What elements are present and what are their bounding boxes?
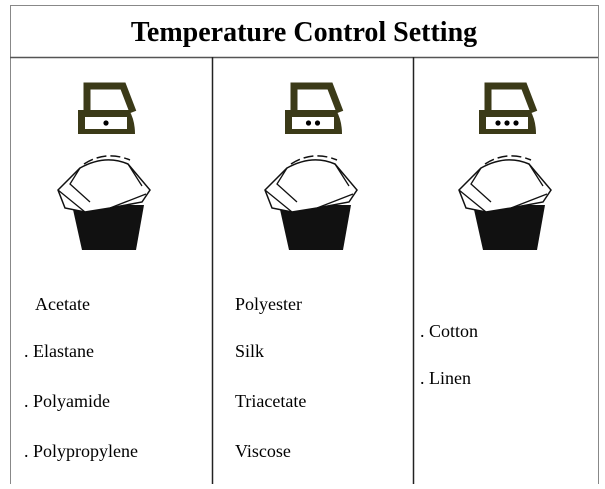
page: Temperature Control Setting Acetate . Ela… xyxy=(0,0,605,484)
iron-plate xyxy=(292,117,334,129)
iron-dot xyxy=(103,120,108,125)
fabric-item: . Linen xyxy=(420,368,471,388)
fabric-item: . Cotton xyxy=(420,321,478,341)
fabric-item: Triacetate xyxy=(235,391,306,411)
iron-dot xyxy=(504,120,509,125)
fabric-item: . Polyamide xyxy=(24,391,110,411)
fabric-item: Acetate xyxy=(35,294,90,314)
iron-dot xyxy=(495,120,500,125)
fabric-item: . Elastane xyxy=(24,341,94,361)
table-title: Temperature Control Setting xyxy=(131,17,477,48)
iron-dot xyxy=(315,120,320,125)
fabric-item: . Polypropylene xyxy=(24,441,138,461)
fabric-item: Polyester xyxy=(235,294,302,314)
iron-dot xyxy=(513,120,518,125)
fabric-item: Viscose xyxy=(235,441,291,461)
temperature-table: Temperature Control Setting Acetate . Ela… xyxy=(0,0,605,484)
iron-dot xyxy=(306,120,311,125)
fabric-item: Silk xyxy=(235,341,264,361)
